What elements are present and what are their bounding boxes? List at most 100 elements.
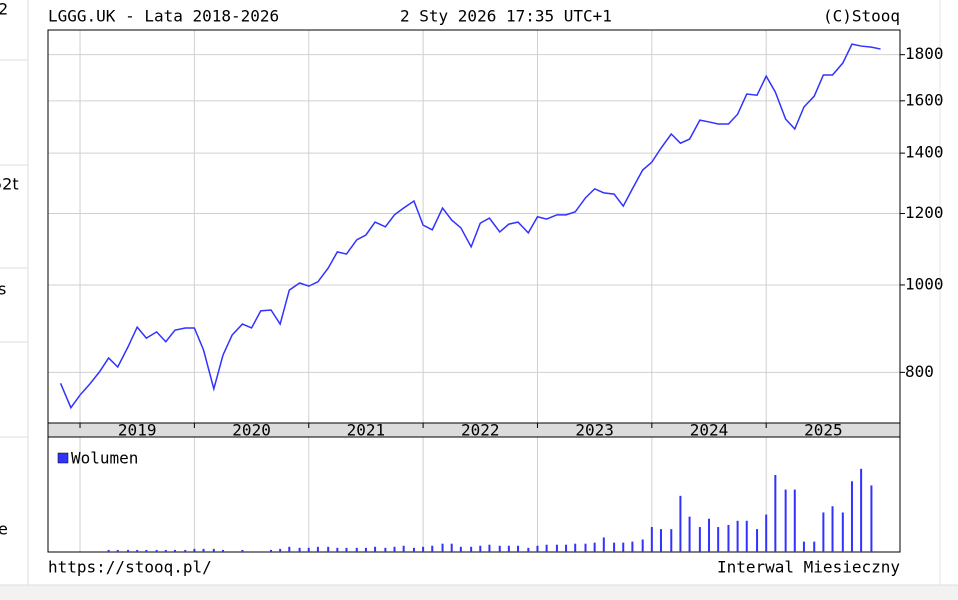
volume-bar [212, 548, 215, 552]
legend-swatch [57, 452, 69, 464]
source: https://stooq.pl/ [48, 558, 212, 577]
x-tick-label: 2021 [347, 421, 386, 440]
volume-bar [602, 537, 605, 552]
volume-bar [107, 549, 110, 552]
volume-bar [727, 524, 730, 552]
volume-bar [584, 543, 587, 552]
volume-bar [545, 544, 548, 552]
volume-bar [136, 549, 139, 552]
volume-bar [536, 545, 539, 552]
volume-bar [173, 549, 176, 552]
chart-subtitle: 2 Sty 2026 17:35 UTC+1 [400, 7, 612, 26]
credit: (C)Stooq [823, 7, 900, 26]
volume-bar [698, 527, 701, 552]
volume-bar [736, 520, 739, 552]
volume-bar [831, 506, 834, 552]
y-tick-label: 1800 [905, 44, 944, 63]
volume-bar [774, 475, 777, 552]
volume-bar [202, 548, 205, 552]
volume-bar [802, 541, 805, 552]
volume-bar [756, 529, 759, 552]
volume-bar [813, 541, 816, 552]
volume-bar [384, 547, 387, 552]
sidebar-text: 52t [0, 175, 19, 194]
volume-bar [127, 549, 130, 552]
volume-bar [479, 545, 482, 552]
y-tick-label: 1200 [905, 203, 944, 222]
volume-bar [517, 545, 520, 552]
volume-bar [155, 549, 158, 552]
volume-bar [555, 544, 558, 552]
volume-bar [565, 544, 568, 552]
volume-bar [708, 518, 711, 552]
volume-bar [221, 549, 224, 552]
volume-bar [364, 547, 367, 552]
y-tick-label: 1600 [905, 90, 944, 109]
volume-bar [393, 546, 396, 552]
x-tick-label: 2023 [575, 421, 614, 440]
volume-bar [822, 512, 825, 552]
volume-bar [507, 545, 510, 552]
volume-bar [850, 481, 853, 552]
volume-bar [431, 545, 434, 552]
volume-bar [717, 527, 720, 552]
volume-bar [184, 549, 187, 552]
date-band [48, 423, 900, 437]
volume-bar [793, 489, 796, 552]
price-line [59, 43, 881, 410]
x-tick-label: 2022 [461, 421, 500, 440]
y-tick-label: 800 [905, 362, 934, 381]
volume-bar [241, 549, 244, 552]
chart-title: LGGG.UK - Lata 2018-2026 [48, 7, 279, 26]
volume-bar [670, 529, 673, 552]
volume-bar [422, 546, 425, 552]
volume-bar [650, 527, 653, 552]
volume-bar [441, 543, 444, 552]
bottom-bar [0, 585, 958, 600]
volume-bar [298, 547, 301, 552]
sidebar-text: e [0, 520, 8, 539]
volume-bar [765, 514, 768, 552]
volume-bar [679, 495, 682, 552]
volume-bar [613, 542, 616, 552]
volume-frame [47, 422, 901, 553]
x-tick-label: 2020 [232, 421, 271, 440]
sidebar-text: 2 [0, 0, 8, 19]
volume-bar [688, 516, 691, 552]
volume-bar [574, 543, 577, 552]
volume-bar [659, 529, 662, 552]
legend-label: Wolumen [71, 449, 138, 468]
x-tick-label: 2025 [804, 421, 843, 440]
volume-bar [270, 549, 273, 552]
volume-bar [841, 512, 844, 552]
volume-bar [374, 546, 377, 552]
volume-bar [307, 547, 310, 552]
volume-bar [631, 541, 634, 552]
volume-bar [450, 543, 453, 552]
y-tick-label: 1400 [905, 143, 944, 162]
volume-bar [784, 489, 787, 552]
sidebar-text: s [0, 280, 6, 299]
volume-bar [860, 468, 863, 552]
volume-bar [402, 545, 405, 552]
volume-bar [459, 546, 462, 552]
volume-bar [355, 547, 358, 552]
volume-bar [593, 542, 596, 552]
volume-bar [745, 520, 748, 552]
volume-bar [470, 546, 473, 552]
volume-bar [336, 547, 339, 552]
volume-bar [345, 547, 348, 552]
x-tick-label: 2019 [118, 421, 157, 440]
volume-bar [316, 546, 319, 552]
volume-bar [145, 549, 148, 552]
volume-bar [164, 549, 167, 552]
interval: Interwal Miesieczny [717, 558, 900, 577]
volume-bar [279, 548, 282, 552]
x-tick-label: 2024 [690, 421, 729, 440]
volume-bar [288, 546, 291, 552]
volume-bar [641, 539, 644, 552]
volume-bar [193, 548, 196, 552]
volume-bar [870, 485, 873, 552]
